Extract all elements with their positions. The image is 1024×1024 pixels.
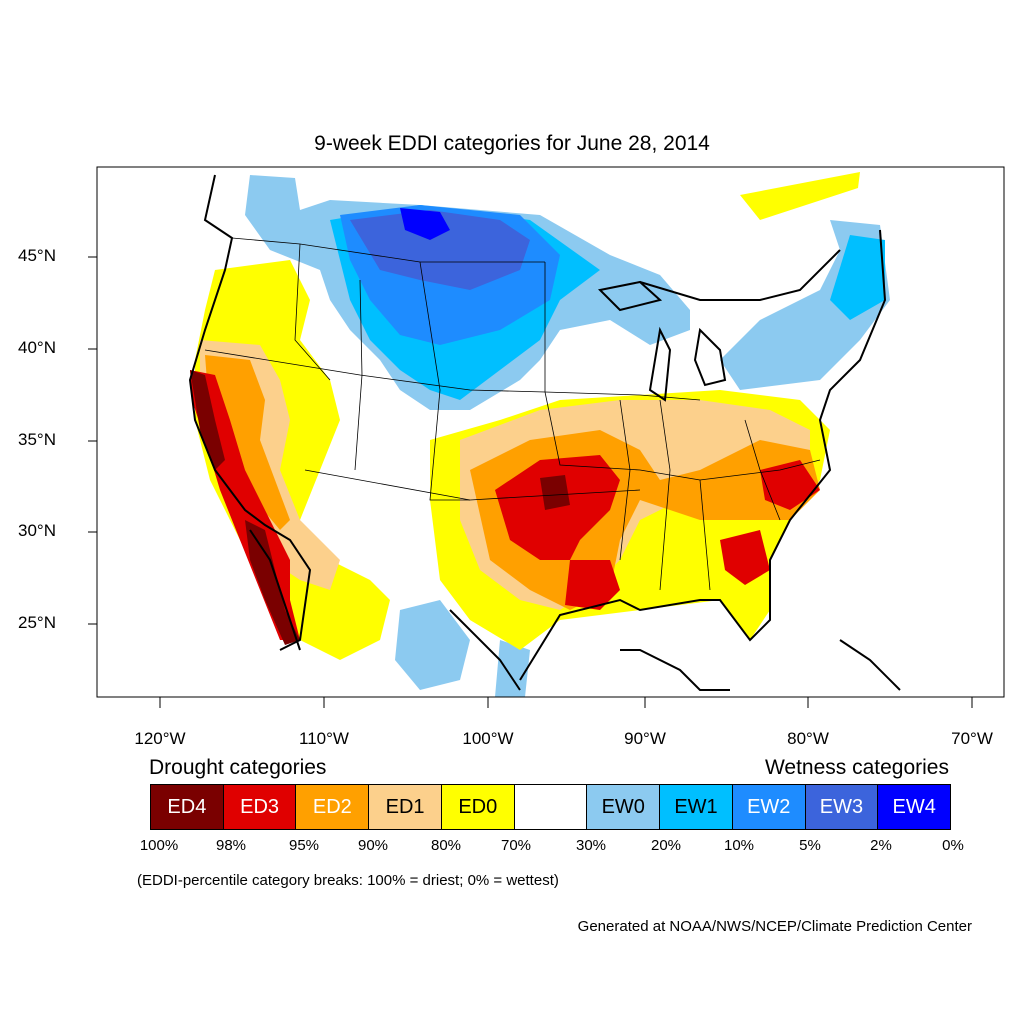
- legend-label-ew1: EW1: [674, 795, 718, 818]
- axis-ticks: [88, 256, 973, 708]
- lon-label-120: 120°W: [134, 729, 186, 748]
- ew4-region: [400, 208, 450, 240]
- legend-tick-2: 2%: [870, 837, 892, 854]
- ew1-region-northeast: [830, 235, 885, 320]
- legend-tick-80: 80%: [430, 837, 462, 854]
- category-breaks-note: (EDDI-percentile category breaks: 100% =…: [137, 872, 559, 889]
- ed4-region-west: [245, 520, 300, 645]
- legend-cell-ew4: EW4: [878, 785, 951, 829]
- lon-label-90: 90°W: [624, 729, 666, 748]
- legend-cell-ed0: ED0: [441, 785, 515, 829]
- legend-cell-ed4: ED4: [151, 785, 224, 829]
- legend-cell-ew3: EW3: [805, 785, 879, 829]
- map-title: 9-week EDDI categories for June 28, 2014: [314, 132, 710, 155]
- wetness-categories-heading: Wetness categories: [764, 756, 949, 779]
- legend-tick-5: 5%: [799, 837, 821, 854]
- ew3-region: [350, 210, 530, 290]
- ed2-region-west: [205, 355, 290, 530]
- legend-tick-95: 95%: [288, 837, 320, 854]
- ew0-region-southtexas: [495, 640, 530, 697]
- lat-label-45: 45°N: [18, 246, 56, 265]
- ed3-region-east: [760, 460, 820, 510]
- legend-label-ew4: EW4: [892, 795, 936, 818]
- ew0-region-southwest: [395, 600, 470, 690]
- legend-tick-20: 20%: [650, 837, 682, 854]
- legend-tick-90: 90%: [357, 837, 389, 854]
- legend-cell-neutral: [514, 785, 588, 829]
- ed3-region-southeast: [720, 530, 770, 585]
- lon-label-100: 100°W: [462, 729, 514, 748]
- state-boundaries: [204, 237, 821, 591]
- legend-cell-ew1: EW1: [660, 785, 733, 829]
- legend-label-ed2: ED2: [312, 795, 352, 818]
- lon-label-70: 70°W: [951, 729, 993, 748]
- drought-regions: [190, 172, 860, 660]
- legend-tick-10: 10%: [723, 837, 755, 854]
- legend-tick-100: 100%: [139, 837, 179, 854]
- legend-label-ew0: EW0: [601, 795, 645, 818]
- coastlines: [188, 174, 901, 691]
- lat-label-40: 40°N: [18, 338, 56, 357]
- legend-label-ed4: ED4: [167, 795, 207, 818]
- ed0-region-northeast: [740, 172, 860, 220]
- legend-tick-30: 30%: [575, 837, 607, 854]
- legend-tick-98: 98%: [215, 837, 247, 854]
- legend-label-ed3: ED3: [240, 795, 280, 818]
- legend-cell-ew0: EW0: [587, 785, 661, 829]
- map-content: [188, 172, 901, 697]
- lat-label-35: 35°N: [18, 430, 56, 449]
- legend-label-ew2: EW2: [747, 795, 791, 818]
- legend-tick-70: 70%: [500, 837, 532, 854]
- legend-cell-ew2: EW2: [732, 785, 806, 829]
- lat-label-30: 30°N: [18, 521, 56, 540]
- lat-label-25: 25°N: [18, 613, 56, 632]
- wetness-regions: [245, 175, 890, 697]
- legend-label-ew3: EW3: [819, 795, 864, 818]
- legend-cell-ed3: ED3: [223, 785, 297, 829]
- legend-label-ed1: ED1: [385, 795, 425, 818]
- legend-label-ed0: ED0: [458, 795, 498, 818]
- map-frame: [96, 166, 1005, 698]
- ed4-region-coast: [190, 370, 225, 470]
- legend-tick-0: 0%: [942, 837, 964, 854]
- credit-line: Generated at NOAA/NWS/NCEP/Climate Predi…: [577, 918, 972, 935]
- legend-color-bar: ED4 ED3 ED2 ED1 ED0 EW0 EW1 EW2 EW3 EW4: [150, 784, 951, 830]
- drought-categories-heading: Drought categories: [149, 756, 327, 779]
- legend-cell-ed1: ED1: [369, 785, 442, 829]
- ed3-region-south: [565, 560, 620, 610]
- lon-label-80: 80°W: [787, 729, 829, 748]
- lon-label-110: 110°W: [299, 729, 349, 748]
- ed4-region-central: [540, 475, 570, 510]
- legend-cell-ed2: ED2: [296, 785, 370, 829]
